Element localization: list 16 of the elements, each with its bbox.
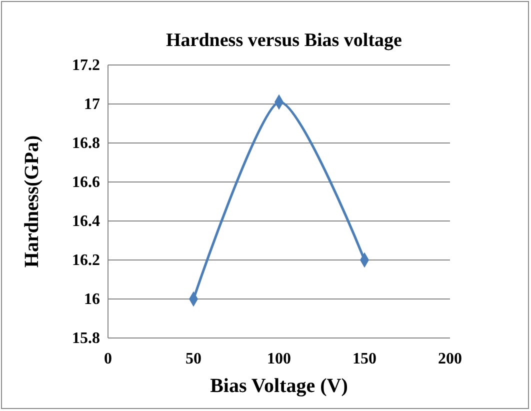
y-tick-label: 16.2 xyxy=(72,252,100,270)
y-tick-label: 16.6 xyxy=(72,174,100,192)
y-axis-title: Hardness(GPa) xyxy=(21,135,43,268)
y-tick-label: 16.8 xyxy=(72,135,100,152)
x-tick-label: 0 xyxy=(104,350,112,368)
chart-title: Hardness versus Bias voltage xyxy=(166,30,402,51)
x-axis-title: Bias Voltage (V) xyxy=(210,375,348,397)
x-tick-label: 50 xyxy=(186,350,202,368)
x-tick-label: 200 xyxy=(438,350,462,368)
y-tick-label: 16 xyxy=(84,291,100,308)
y-tick-label: 15.8 xyxy=(72,330,100,348)
y-tick-label: 16.4 xyxy=(72,213,100,230)
y-tick-label: 17.2 xyxy=(72,57,100,74)
x-tick-label: 100 xyxy=(267,350,291,368)
y-tick-label: 17 xyxy=(84,96,100,114)
x-tick-label: 150 xyxy=(352,350,376,368)
